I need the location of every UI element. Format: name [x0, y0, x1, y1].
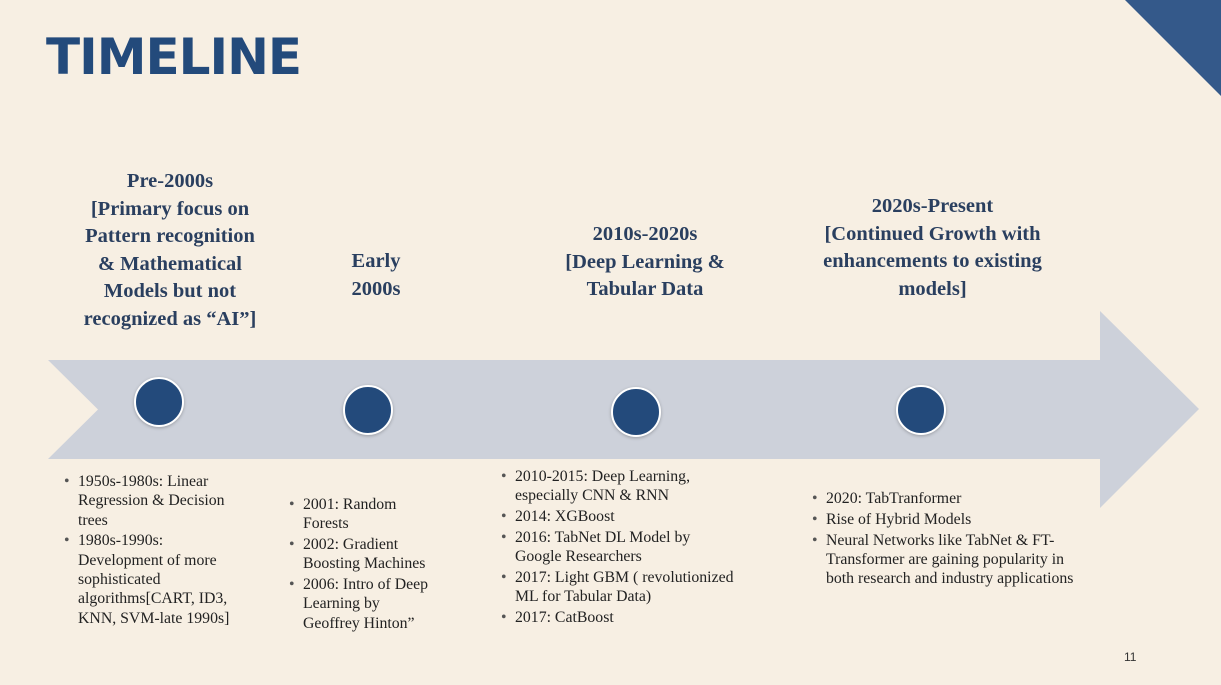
period-heading-2010s-2020s: 2010s-2020s [Deep Learning & Tabular Dat…	[565, 223, 725, 300]
period-heading-2020s-present: 2020s-Present [Continued Growth with enh…	[823, 195, 1042, 300]
timeline-marker-2020s-present	[896, 385, 946, 435]
slide-title: TIMELINE	[46, 28, 302, 86]
list-item: 2006: Intro of Deep Learning by Geoffrey…	[289, 575, 469, 633]
corner-accent-triangle	[1125, 0, 1221, 96]
list-item: 1980s-1990s: Development of more sophist…	[64, 531, 284, 627]
list-item: 1950s-1980s: Linear Regression & Decisio…	[64, 472, 284, 530]
list-item: Rise of Hybrid Models	[812, 510, 1132, 530]
list-item: 2014: XGBoost	[501, 507, 791, 527]
period-bullets-2010s-2020s: 2010-2015: Deep Learning, especially CNN…	[501, 467, 791, 629]
list-item: Neural Networks like TabNet & FT- Transf…	[812, 531, 1132, 589]
timeline-marker-early-2000s	[343, 385, 393, 435]
list-item: 2016: TabNet DL Model by Google Research…	[501, 528, 791, 567]
list-item: 2017: CatBoost	[501, 608, 791, 628]
list-item: 2001: Random Forests	[289, 495, 469, 534]
period-heading-pre-2000s: Pre-2000s [Primary focus on Pattern reco…	[83, 170, 257, 330]
list-item: 2020: TabTranformer	[812, 489, 1132, 509]
page-number: 11	[1124, 650, 1137, 664]
timeline-marker-pre-2000s	[134, 377, 184, 427]
timeline-marker-2010s-2020s	[611, 387, 661, 437]
period-bullets-2020s-present: 2020: TabTranformer Rise of Hybrid Model…	[812, 489, 1132, 590]
list-item: 2017: Light GBM ( revolutionized ML for …	[501, 568, 791, 607]
period-heading-early-2000s: Early 2000s	[351, 250, 401, 300]
list-item: 2002: Gradient Boosting Machines	[289, 535, 469, 574]
period-bullets-early-2000s: 2001: Random Forests 2002: Gradient Boos…	[289, 495, 469, 635]
list-item: 2010-2015: Deep Learning, especially CNN…	[501, 467, 791, 506]
period-bullets-pre-2000s: 1950s-1980s: Linear Regression & Decisio…	[64, 472, 284, 629]
